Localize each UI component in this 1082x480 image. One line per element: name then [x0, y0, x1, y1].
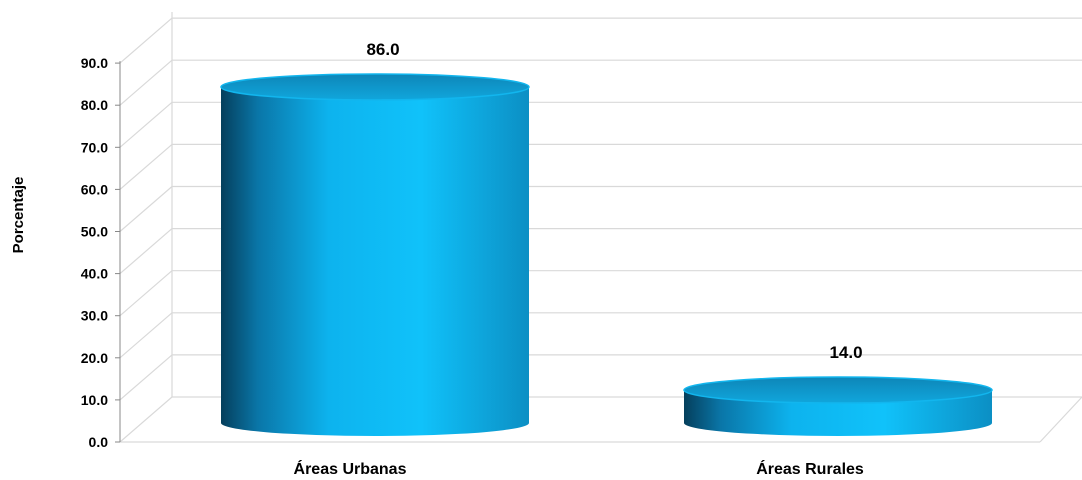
bar-top: [220, 73, 530, 101]
side-gridline: [119, 312, 173, 359]
y-tick-label: 50.0: [81, 224, 108, 240]
labels: 86.0 Áreas Urbanas 14.0 Áreas Rurales: [294, 40, 864, 478]
side-gridline: [119, 354, 173, 401]
bar: [683, 376, 993, 436]
y-axis-title: Porcentaje: [10, 177, 27, 254]
side-gridline: [119, 396, 173, 443]
y-tick-label: 40.0: [81, 266, 108, 282]
y-tick-label: 60.0: [81, 181, 108, 197]
side-gridline: [119, 270, 173, 317]
y-tick-label: 70.0: [81, 139, 108, 155]
side-gridline: [119, 143, 173, 190]
side-gridline: [119, 101, 173, 148]
y-tick-label: 90.0: [81, 55, 108, 71]
side-gridline: [119, 17, 173, 64]
bar-body: [221, 86, 529, 436]
y-tick-label: 10.0: [81, 392, 108, 408]
bar: [220, 73, 530, 436]
x-category-label: Áreas Rurales: [756, 459, 864, 478]
side-gridline: [119, 186, 173, 232]
data-label: 86.0: [366, 40, 399, 59]
side-gridline: [119, 228, 173, 275]
x-category-label: Áreas Urbanas: [294, 459, 407, 478]
floor-right-edge: [1039, 396, 1082, 443]
side-gridline: [119, 59, 173, 106]
y-tick-label: 30.0: [81, 308, 108, 324]
y-tick-label: 0.0: [89, 434, 109, 450]
bar-top: [683, 376, 993, 404]
bars: [220, 73, 993, 436]
y-axis: 0.0 10.0 20.0 30.0 40.0 50.0 60.0 70.0 80.0 90.0: [81, 55, 121, 450]
y-tick-label: 80.0: [81, 97, 108, 113]
y-tick-label: 20.0: [81, 350, 108, 366]
data-label: 14.0: [829, 343, 862, 362]
